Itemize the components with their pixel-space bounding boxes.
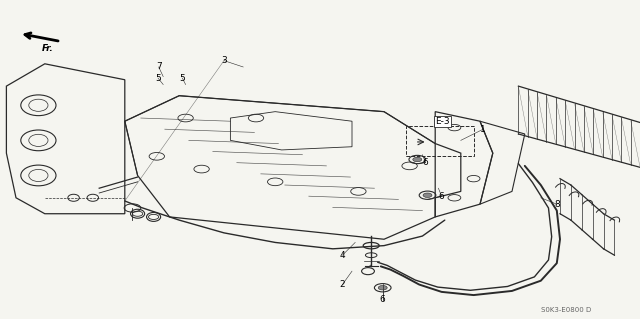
Circle shape: [423, 193, 432, 197]
Text: 4: 4: [340, 251, 345, 260]
Text: E-3: E-3: [435, 117, 450, 126]
Text: Fr.: Fr.: [42, 44, 54, 53]
Text: 8: 8: [554, 200, 559, 209]
Text: 7: 7: [156, 63, 161, 71]
Text: 1: 1: [481, 125, 486, 134]
Circle shape: [413, 157, 422, 162]
Text: 5: 5: [180, 74, 185, 83]
Text: 5: 5: [156, 74, 161, 83]
Text: 3: 3: [221, 56, 227, 65]
Text: 6: 6: [439, 192, 444, 201]
Circle shape: [378, 286, 387, 290]
Text: S0K3-E0800 D: S0K3-E0800 D: [541, 307, 591, 313]
Text: 6: 6: [380, 295, 385, 304]
Text: 2: 2: [340, 280, 345, 289]
Text: 6: 6: [423, 158, 428, 167]
